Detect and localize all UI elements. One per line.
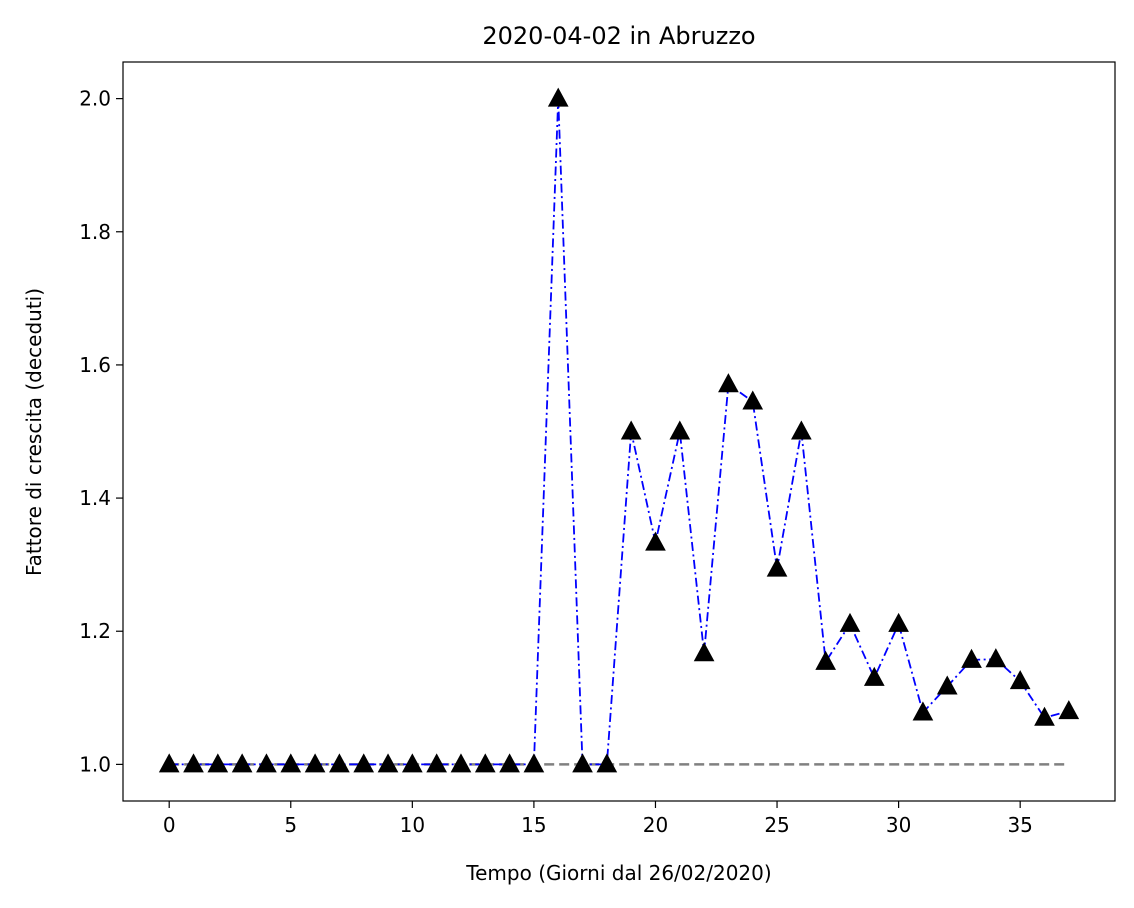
data-point-marker	[1034, 706, 1055, 726]
data-point-marker	[742, 390, 764, 410]
x-tick-label: 35	[1007, 813, 1032, 837]
x-axis-ticks: 0 5 10 15 20 25 30 35	[163, 801, 1033, 837]
data-point-marker	[791, 420, 812, 440]
x-tick-label: 5	[284, 813, 297, 837]
data-point-marker	[961, 648, 982, 668]
data-point-marker	[718, 373, 739, 393]
data-point-marker	[912, 701, 934, 721]
y-tick-label: 1.6	[79, 353, 111, 377]
data-point-marker	[231, 753, 253, 773]
data-point-marker	[596, 753, 618, 773]
data-point-marker	[669, 420, 691, 440]
data-point-marker	[280, 753, 302, 773]
data-point-marker	[645, 531, 666, 551]
data-point-marker	[888, 612, 909, 632]
data-point-marker	[256, 753, 277, 773]
data-point-marker	[693, 642, 715, 662]
data-point-marker	[329, 753, 350, 773]
y-axis-label: Fattore di crescita (deceduti)	[22, 288, 46, 576]
y-tick-label: 2.0	[79, 87, 111, 111]
data-point-marker	[1009, 670, 1031, 690]
data-point-marker	[207, 753, 229, 773]
series-layer	[158, 87, 1080, 773]
data-point-marker	[572, 753, 593, 773]
y-tick-label: 1.8	[79, 220, 111, 244]
data-point-marker	[450, 753, 472, 773]
y-tick-label: 1.0	[79, 752, 111, 776]
data-point-marker	[183, 753, 204, 773]
data-point-marker	[1058, 700, 1080, 720]
data-point-marker	[499, 753, 520, 773]
data-point-marker	[158, 753, 180, 773]
y-axis-ticks: 1.0 1.2 1.4 1.6 1.8 2.0	[79, 87, 123, 776]
data-point-marker	[766, 557, 788, 577]
data-point-marker	[620, 420, 642, 440]
data-point-marker	[304, 753, 326, 773]
x-tick-label: 0	[163, 813, 176, 837]
x-tick-label: 20	[643, 813, 668, 837]
x-tick-label: 10	[400, 813, 425, 837]
x-axis-label: Tempo (Giorni dal 26/02/2020)	[465, 861, 771, 885]
data-point-marker	[377, 753, 399, 773]
data-point-marker	[474, 753, 496, 773]
data-point-marker	[547, 87, 569, 107]
data-point-marker	[839, 612, 861, 632]
x-tick-label: 15	[521, 813, 546, 837]
data-point-marker	[523, 753, 545, 773]
data-point-marker	[985, 648, 1007, 668]
data-point-marker	[815, 650, 837, 670]
data-point-marker	[936, 675, 958, 695]
x-tick-label: 25	[764, 813, 789, 837]
data-point-marker	[863, 666, 885, 686]
y-tick-label: 1.2	[79, 619, 111, 643]
axes-frame	[122, 61, 1116, 802]
y-tick-label: 1.4	[79, 486, 111, 510]
data-point-marker	[426, 753, 447, 773]
data-point-marker	[401, 753, 423, 773]
x-tick-label: 30	[886, 813, 911, 837]
chart-title: 2020-04-02 in Abruzzo	[482, 22, 755, 50]
data-point-marker	[353, 753, 375, 773]
